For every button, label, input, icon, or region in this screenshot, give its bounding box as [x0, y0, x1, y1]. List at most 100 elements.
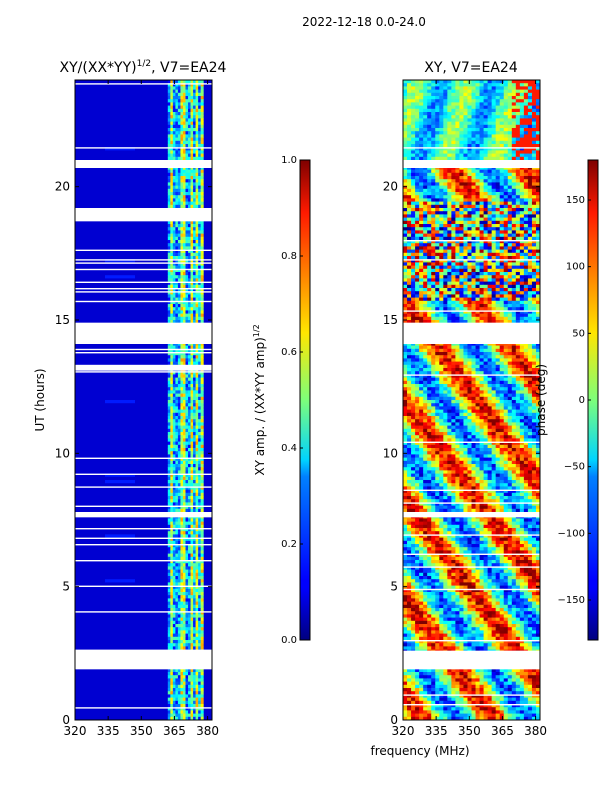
right-heatmap-cell — [419, 128, 424, 132]
left-heatmap-cell — [200, 464, 204, 468]
left-heatmap-cell — [167, 406, 171, 410]
left-heatmap-cell — [180, 422, 184, 426]
left-heatmap-cell — [170, 441, 174, 446]
left-heatmap-cell — [177, 342, 181, 346]
right-heatmap-cell — [431, 224, 436, 228]
right-heatmap-cell — [439, 233, 444, 238]
right-heatmap-cell — [411, 105, 416, 110]
left-heatmap-cell — [172, 460, 176, 465]
left-heatmap-cell — [180, 675, 184, 679]
right-heatmap-cell — [427, 144, 432, 148]
left-heatmap-cell — [185, 518, 189, 522]
left-heatmap-cell — [172, 345, 176, 350]
left-heatmap-cell — [190, 380, 194, 385]
right-heatmap-cell — [419, 83, 424, 87]
left-heatmap-cell — [167, 684, 171, 689]
right-heatmap-cell — [423, 230, 428, 234]
right-heatmap-cell — [451, 172, 456, 177]
left-heatmap-cell — [172, 252, 176, 257]
left-heatmap-cell — [200, 684, 204, 689]
right-heatmap-cell — [431, 131, 436, 135]
right-heatmap-cell — [507, 272, 513, 276]
right-heatmap-cell — [443, 192, 448, 196]
left-heatmap-cell — [182, 313, 186, 318]
right-heatmap-cell — [499, 115, 505, 119]
right-heatmap-cell — [415, 252, 420, 257]
left-heatmap-cell — [200, 361, 204, 366]
left-heatmap-cell — [185, 371, 189, 375]
left-heatmap-cell — [188, 483, 192, 487]
left-heatmap-cell — [188, 560, 192, 564]
left-heatmap-cell — [167, 457, 171, 462]
left-heatmap-cell — [182, 291, 186, 295]
left-heatmap-cell — [167, 464, 171, 468]
right-heatmap-cell — [527, 195, 533, 199]
right-heatmap-cell — [431, 275, 436, 279]
right-heatmap-cell — [503, 172, 509, 177]
right-heatmap-cell — [443, 169, 448, 174]
left-heatmap-cell — [198, 243, 202, 247]
left-heatmap-cell — [195, 131, 199, 135]
left-heatmap-cell — [200, 694, 204, 698]
left-heatmap-cell — [172, 598, 176, 602]
left-heatmap-cell — [105, 400, 135, 404]
left-heatmap-cell — [188, 480, 192, 484]
right-heatmap-cell — [443, 83, 448, 87]
right-heatmap-cell — [427, 108, 432, 113]
right-heatmap-cell — [407, 201, 412, 206]
right-heatmap-cell — [403, 195, 408, 199]
right-heatmap-cell — [479, 204, 485, 209]
left-heatmap-cell — [167, 304, 171, 308]
right-heatmap-cell — [451, 265, 456, 270]
right-heatmap-cell — [491, 185, 497, 190]
left-heatmap-cell — [195, 595, 199, 599]
left-heatmap-cell — [188, 227, 192, 231]
left-heatmap-cell — [200, 636, 204, 641]
left-heatmap-cell — [170, 172, 174, 177]
left-heatmap-cell — [193, 358, 197, 362]
left-heatmap-cell — [170, 313, 174, 318]
left-heatmap-cell — [177, 118, 181, 122]
left-heatmap-cell — [172, 492, 176, 497]
right-heatmap-cell — [419, 118, 424, 122]
left-heatmap-cell — [200, 374, 204, 378]
right-heatmap-cell — [467, 259, 472, 263]
right-heatmap-cell — [443, 115, 448, 119]
left-heatmap-cell — [188, 668, 192, 673]
left-heatmap-cell — [185, 259, 189, 263]
right-heatmap-cell — [535, 227, 540, 231]
right-heatmap-cell — [439, 147, 444, 151]
left-heatmap-cell — [182, 483, 186, 487]
right-heatmap-cell — [431, 188, 436, 193]
right-heatmap-cell — [487, 188, 493, 193]
right-heatmap-cell — [527, 224, 533, 228]
left-heatmap-cell — [190, 598, 194, 602]
right-heatmap-cell — [411, 134, 416, 138]
left-heatmap-cell — [167, 281, 171, 286]
left-heatmap-cell — [170, 121, 174, 126]
right-heatmap-cell — [495, 249, 501, 254]
right-heatmap-cell — [419, 112, 424, 116]
right-heatmap-cell — [531, 233, 537, 238]
left-heatmap-cell — [167, 243, 171, 247]
right-heatmap-cell — [527, 233, 533, 238]
left-heatmap-cell — [182, 451, 186, 455]
left-heatmap-cell — [188, 192, 192, 196]
right-heatmap-cell — [491, 256, 497, 260]
left-heatmap-cell — [198, 707, 202, 711]
left-heatmap-cell — [180, 560, 184, 564]
right-heatmap-cell — [463, 220, 468, 225]
left-heatmap-cell — [190, 89, 194, 94]
right-heatmap-cell — [455, 121, 460, 126]
right-heatmap-cell — [415, 236, 420, 241]
left-heatmap-cell — [198, 547, 202, 551]
right-heatmap-cell — [491, 144, 497, 148]
right-heatmap-cell — [523, 233, 529, 238]
left-heatmap-cell — [167, 172, 171, 177]
right-heatmap-cell — [535, 249, 540, 254]
right-heatmap-cell — [439, 227, 444, 231]
left-heatmap-cell — [177, 262, 181, 266]
right-heatmap-cell — [419, 176, 424, 180]
left-heatmap-cell — [195, 435, 199, 439]
right-heatmap-cell — [483, 240, 489, 244]
